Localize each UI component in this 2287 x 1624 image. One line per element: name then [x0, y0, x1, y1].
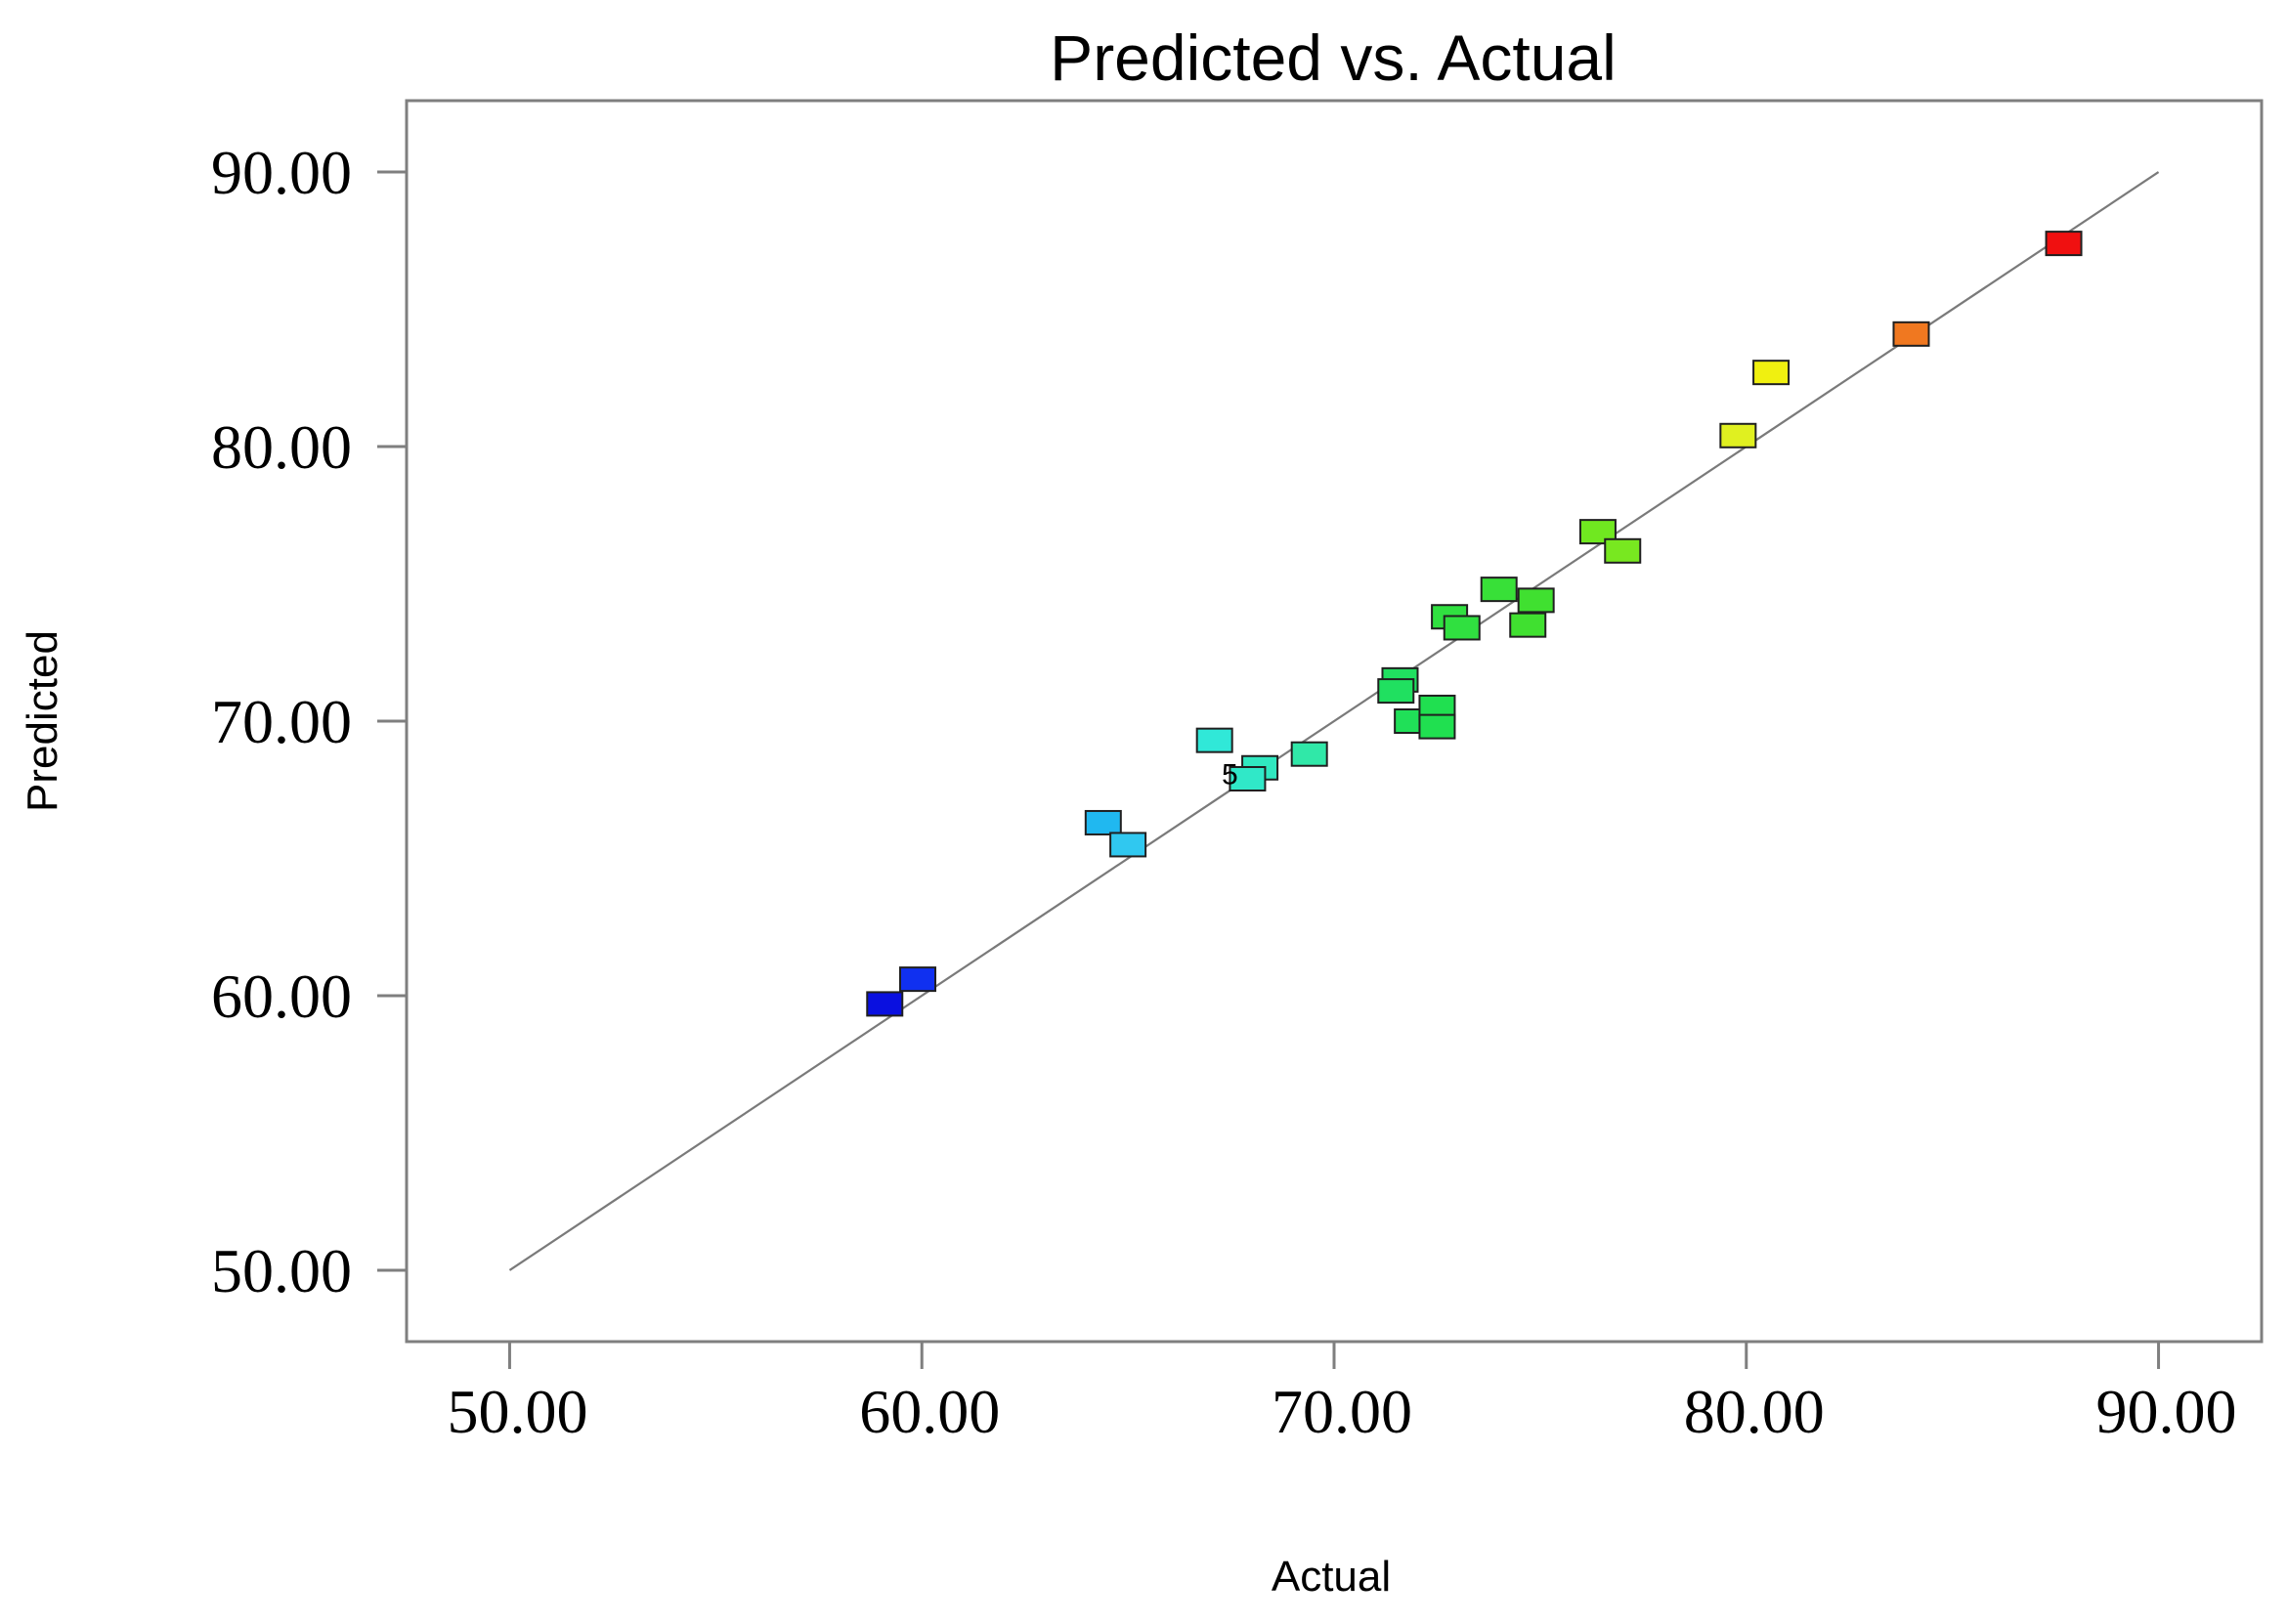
y-axis: 50.00 60.00 70.00 80.00 90.00 [211, 138, 407, 1305]
data-point [1229, 766, 1267, 792]
y-tick-label: 50.00 [211, 1236, 352, 1305]
annotations: 5 [1222, 759, 1238, 791]
data-point [1752, 360, 1791, 386]
data-point [1509, 612, 1547, 638]
y-tick-label: 90.00 [211, 138, 352, 207]
y-tick-label: 80.00 [211, 412, 352, 482]
point-count-label: 5 [1222, 759, 1238, 791]
data-point [1418, 713, 1456, 740]
data-point [2045, 231, 2083, 257]
x-axis-label: Actual [1272, 1553, 1391, 1601]
y-axis-label: Predicted [19, 630, 66, 812]
x-tick-label: 60.00 [859, 1377, 1000, 1446]
y-tick-label: 60.00 [211, 962, 352, 1031]
data-point [1443, 615, 1481, 641]
data-point [1084, 809, 1122, 835]
x-tick-label: 70.00 [1272, 1377, 1412, 1446]
data-point [899, 966, 937, 993]
x-tick-label: 90.00 [2096, 1377, 2237, 1446]
data-point [1480, 577, 1518, 603]
chart-title: Predicted vs. Actual [1050, 21, 1617, 94]
x-tick-label: 80.00 [1684, 1377, 1825, 1446]
y-tick-label: 70.00 [211, 687, 352, 756]
reference-line [508, 171, 2160, 1271]
data-point [1290, 741, 1328, 767]
data-point [866, 991, 904, 1017]
data-point [1109, 832, 1147, 858]
x-tick-label: 50.00 [447, 1377, 587, 1446]
data-point [1195, 727, 1233, 753]
data-point [1892, 321, 1930, 347]
data-point [1517, 587, 1555, 614]
data-points [866, 231, 2083, 1017]
data-point [1377, 678, 1415, 705]
x-axis: 50.00 60.00 70.00 80.00 90.00 [447, 1342, 2237, 1446]
data-point [1604, 537, 1642, 564]
data-point [1719, 422, 1757, 449]
